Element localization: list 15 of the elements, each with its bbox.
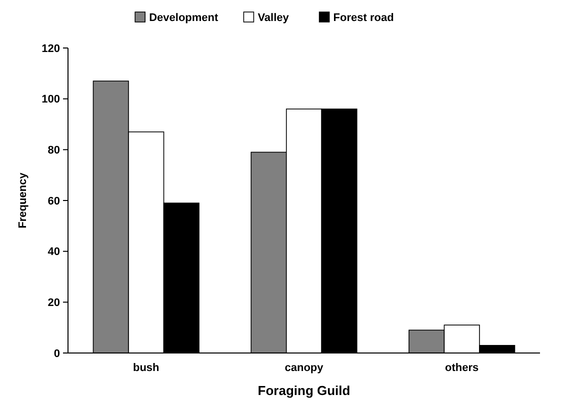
y-tick-label: 40 <box>48 246 60 258</box>
x-tick-label: bush <box>133 362 160 374</box>
y-tick-label: 120 <box>42 42 60 55</box>
y-axis-title: Frequency <box>17 172 29 228</box>
legend-label: Forest road <box>333 12 394 24</box>
legend-label: Valley <box>258 12 290 24</box>
y-tick-label: 0 <box>54 348 60 360</box>
legend-label: Development <box>149 12 219 24</box>
y-tick-label: 80 <box>48 144 60 157</box>
y-tick-label: 20 <box>48 297 60 310</box>
x-tick-label: canopy <box>284 362 324 374</box>
x-tick-label: others <box>445 362 479 374</box>
x-axis-title: Foraging Guild <box>258 383 350 398</box>
y-tick-label: 100 <box>42 94 60 106</box>
y-tick-label: 60 <box>48 195 60 208</box>
